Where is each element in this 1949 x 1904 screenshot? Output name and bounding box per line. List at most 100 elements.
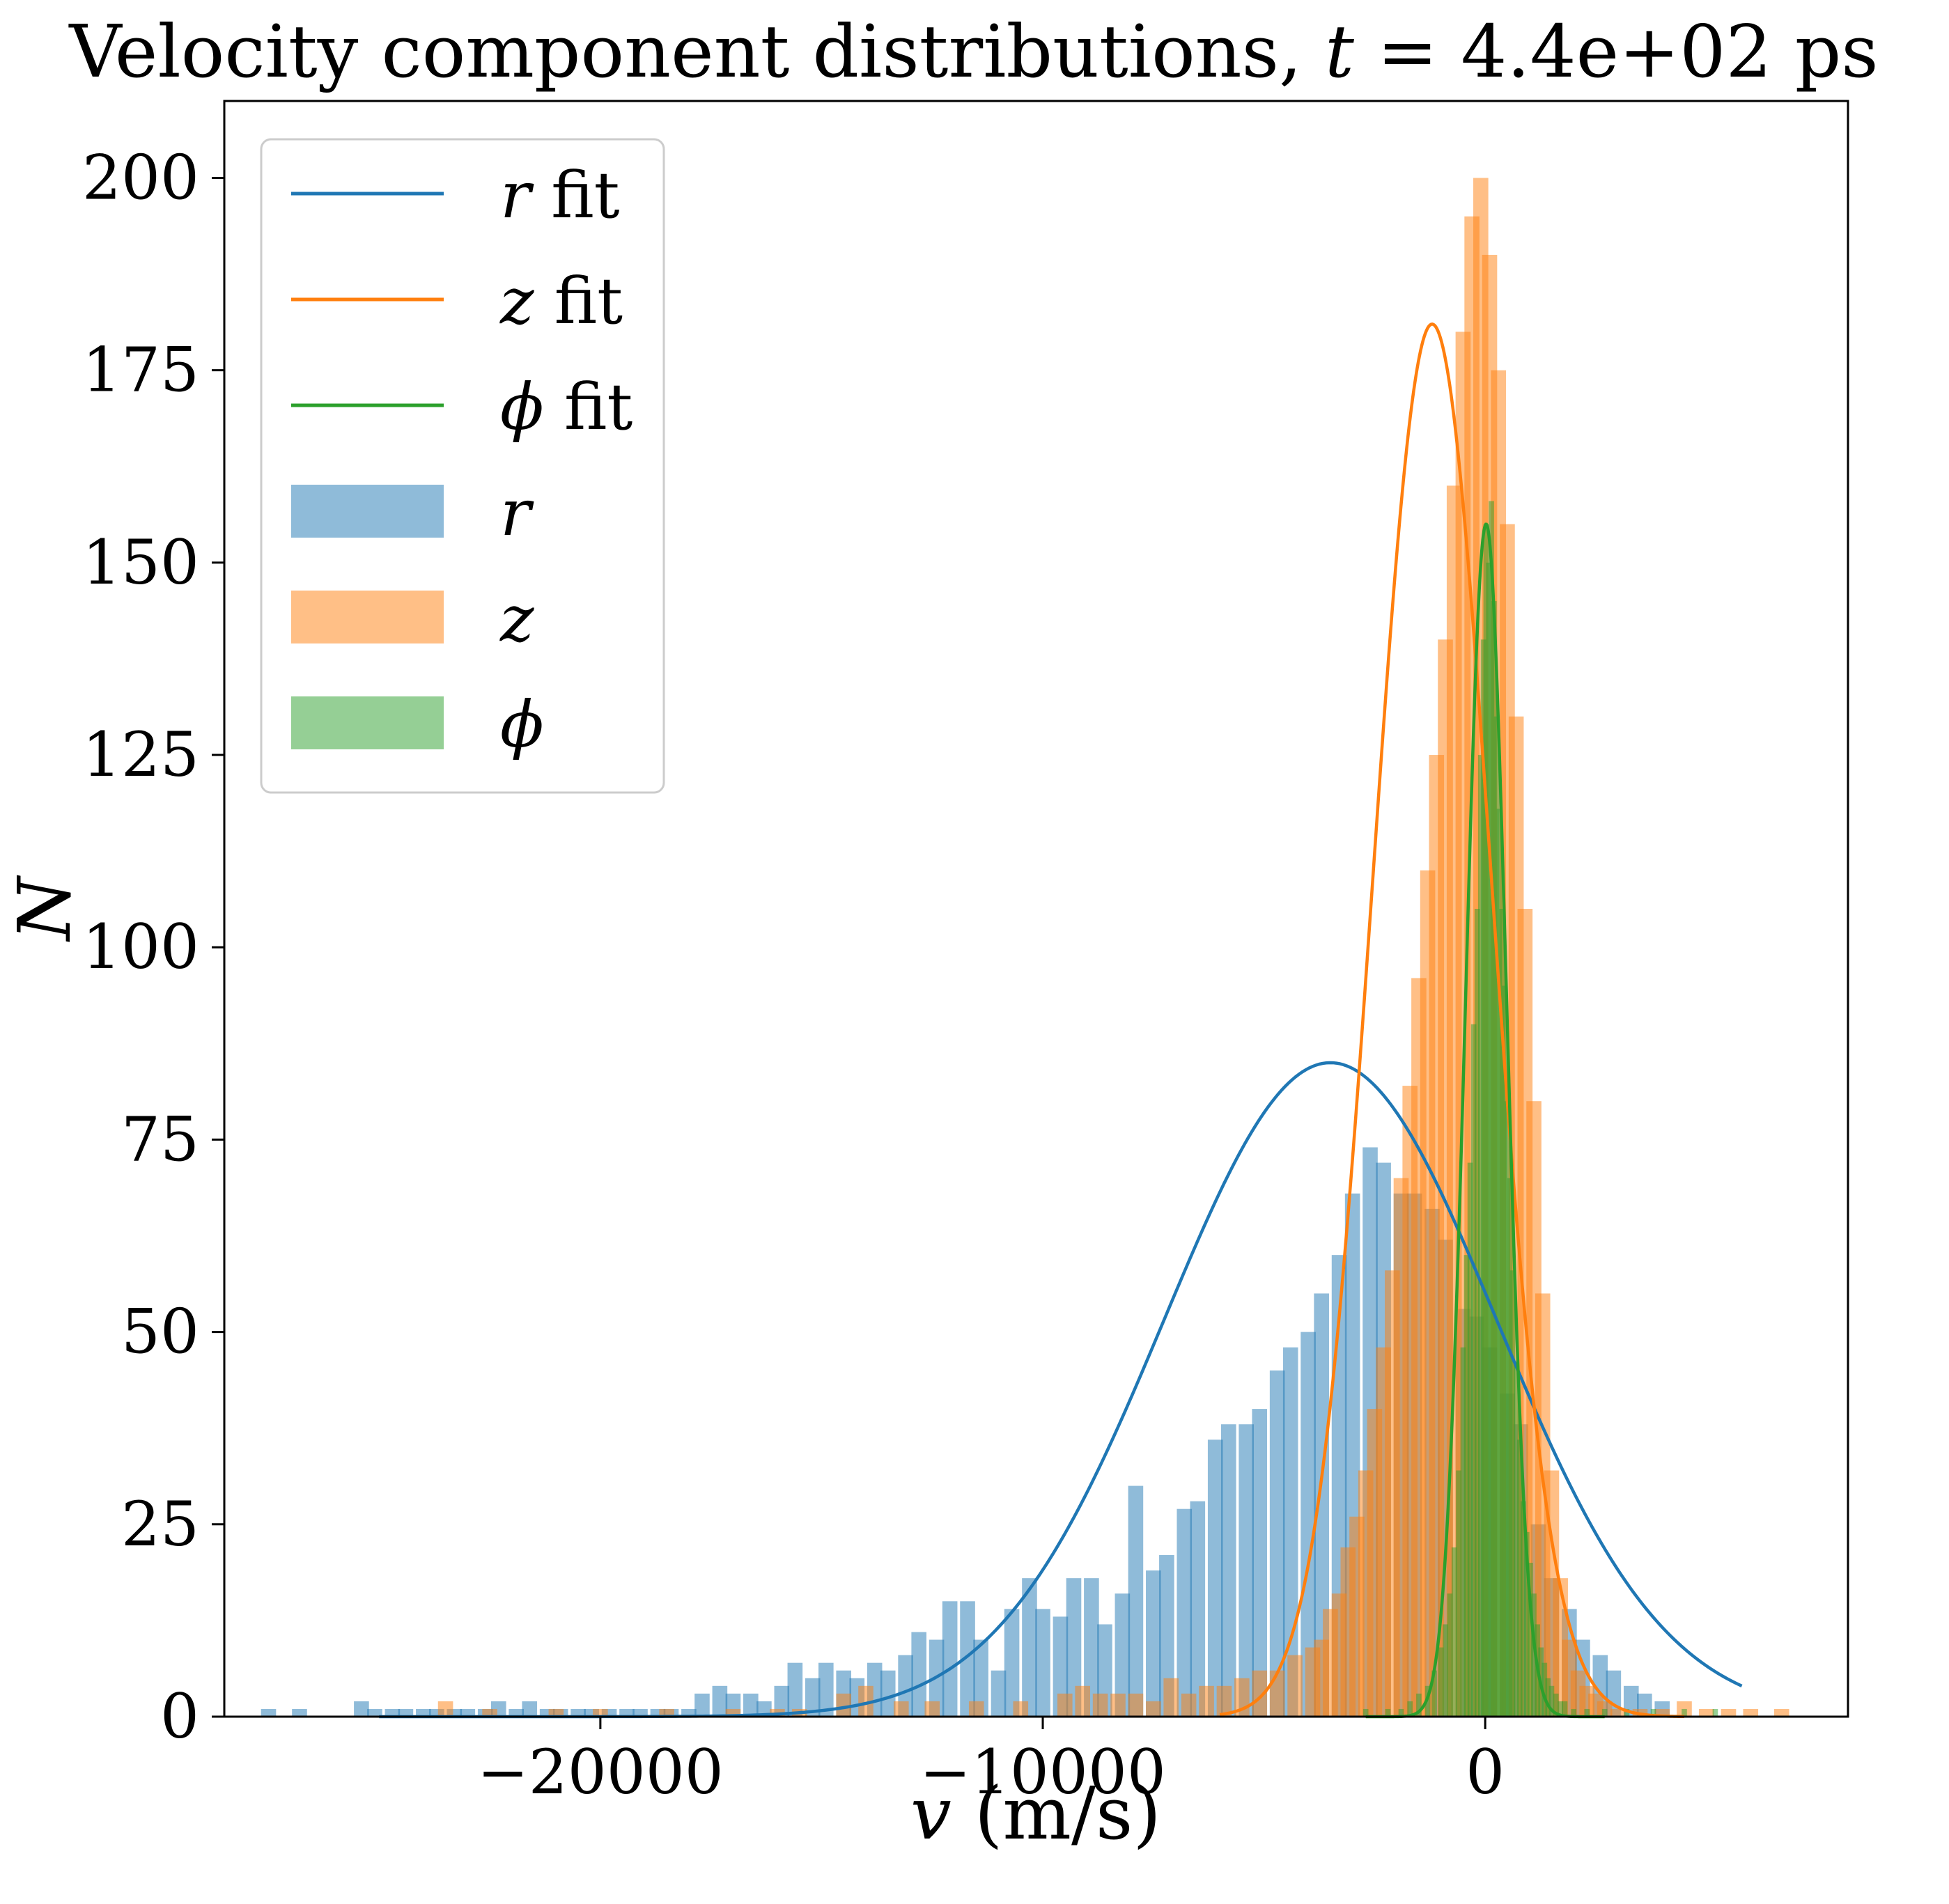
histogram-bar bbox=[1220, 1424, 1236, 1717]
histogram-bar bbox=[1159, 1555, 1174, 1717]
histogram-bar bbox=[650, 1708, 666, 1717]
histogram-bar bbox=[1507, 1178, 1513, 1717]
histogram-bar bbox=[1252, 1409, 1268, 1717]
y-axis-label: N bbox=[2, 875, 87, 943]
x-tick-label: 0 bbox=[1466, 1736, 1505, 1808]
histogram-bar bbox=[460, 1708, 476, 1717]
histogram-bar bbox=[858, 1685, 873, 1717]
legend-label: r fit bbox=[500, 158, 620, 233]
histogram-bar bbox=[1287, 1655, 1303, 1717]
histogram-bar bbox=[1300, 1332, 1316, 1717]
histogram-bar bbox=[1416, 1693, 1422, 1717]
y-tick-label: 75 bbox=[121, 1103, 199, 1175]
histogram-bar bbox=[1470, 1024, 1477, 1717]
histogram-bar bbox=[1438, 1647, 1444, 1717]
histogram-bar bbox=[619, 1708, 635, 1717]
histogram-bar bbox=[522, 1701, 538, 1717]
histogram-bar bbox=[1743, 1708, 1759, 1717]
histogram-bar bbox=[447, 1708, 463, 1717]
histogram-bar bbox=[681, 1708, 697, 1717]
legend-label: ϕ fit bbox=[500, 370, 632, 444]
histogram-bar bbox=[1460, 1347, 1466, 1717]
histogram-bar bbox=[1004, 1609, 1020, 1717]
histogram-bar bbox=[1542, 1662, 1548, 1717]
y-tick-label: 175 bbox=[82, 334, 199, 406]
y-tick-label: 0 bbox=[160, 1680, 199, 1752]
histogram-bar bbox=[805, 1678, 821, 1717]
histogram-bars bbox=[261, 178, 1789, 1717]
histogram-bar bbox=[1456, 1470, 1461, 1717]
histogram-bar bbox=[1013, 1701, 1029, 1717]
histogram-bar bbox=[1097, 1624, 1112, 1717]
histogram-bar bbox=[1057, 1693, 1073, 1717]
fit-line bbox=[1219, 322, 1685, 1719]
histogram-bar bbox=[1712, 1708, 1718, 1717]
histogram-bar bbox=[1516, 1439, 1523, 1717]
histogram-bar bbox=[1407, 1701, 1413, 1717]
histogram-bar bbox=[354, 1701, 369, 1717]
histogram-bar bbox=[508, 1708, 524, 1717]
histogram-bar bbox=[292, 1708, 307, 1717]
histogram-bar bbox=[756, 1701, 772, 1717]
histogram-bar bbox=[694, 1693, 710, 1717]
histogram-bar bbox=[1524, 1531, 1530, 1717]
y-tick-label: 125 bbox=[82, 719, 199, 790]
histogram-bar bbox=[1773, 1708, 1789, 1717]
histogram-bar bbox=[1092, 1693, 1108, 1717]
y-axis-ticks: 0 25 50 75 100 125 150 175 200 bbox=[82, 141, 224, 1752]
legend-entry: ϕ fit bbox=[291, 370, 632, 444]
histogram-bar bbox=[924, 1701, 940, 1717]
histogram-bar bbox=[1216, 1685, 1232, 1717]
legend-entry: z bbox=[291, 582, 534, 656]
x-axis-label: v (m/s) bbox=[910, 1771, 1161, 1856]
histogram-bar bbox=[1478, 755, 1484, 1717]
histogram-bar bbox=[1548, 1685, 1555, 1717]
histogram-bar bbox=[1177, 1508, 1193, 1717]
histogram-bar bbox=[1624, 1708, 1630, 1717]
histogram-bar bbox=[1398, 1708, 1404, 1717]
y-tick-label: 25 bbox=[121, 1488, 199, 1560]
x-axis-ticks: −20000 −10000 0 bbox=[477, 1717, 1505, 1808]
histogram-bar bbox=[1698, 1708, 1714, 1717]
histogram-bar bbox=[1252, 1670, 1268, 1717]
histogram-bar bbox=[1513, 1362, 1519, 1717]
histogram-bar bbox=[1385, 1708, 1391, 1717]
histogram-bar bbox=[1584, 1708, 1590, 1717]
histogram-bar bbox=[787, 1662, 803, 1717]
histogram-bar bbox=[1128, 1693, 1144, 1717]
histogram-bar bbox=[1066, 1578, 1082, 1717]
chart-title: Velocity component distributions, t = 4.… bbox=[68, 9, 1878, 94]
x-tick-label: −20000 bbox=[477, 1736, 724, 1808]
histogram-bar bbox=[1528, 1563, 1533, 1717]
histogram-bar bbox=[960, 1601, 975, 1717]
histogram-bar bbox=[601, 1708, 617, 1717]
histogram-bar bbox=[398, 1708, 414, 1717]
histogram-bar bbox=[880, 1670, 896, 1717]
histogram-bar bbox=[1443, 1624, 1448, 1717]
histogram-bar bbox=[991, 1670, 1007, 1717]
histogram-bar bbox=[1053, 1616, 1069, 1717]
legend-patch-swatch bbox=[291, 696, 444, 749]
histogram-bar bbox=[893, 1701, 909, 1717]
histogram-bar bbox=[1451, 1547, 1457, 1717]
legend-patch-swatch bbox=[291, 485, 444, 538]
histogram-bar bbox=[659, 1708, 674, 1717]
histogram-bar bbox=[385, 1708, 401, 1717]
histogram-bar bbox=[429, 1708, 444, 1717]
histogram-bar bbox=[437, 1701, 453, 1717]
histogram-bar bbox=[1084, 1578, 1099, 1717]
histogram-bar bbox=[1207, 1439, 1223, 1717]
histogram-bar bbox=[482, 1708, 497, 1717]
histogram-bar bbox=[1190, 1501, 1206, 1717]
legend-entry: r bbox=[291, 476, 534, 550]
histogram-bar bbox=[1115, 1593, 1131, 1717]
histogram-bar bbox=[712, 1685, 728, 1717]
histogram-bar bbox=[968, 1701, 984, 1717]
y-tick-label: 100 bbox=[82, 911, 199, 983]
histogram-bar bbox=[1545, 1678, 1551, 1717]
y-tick-label: 50 bbox=[121, 1296, 199, 1368]
histogram-bar bbox=[1075, 1685, 1090, 1717]
x-tick-label: −10000 bbox=[919, 1736, 1166, 1808]
